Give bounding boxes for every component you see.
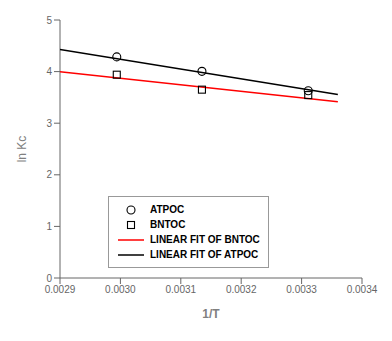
- svg-text:0.0029: 0.0029: [45, 284, 76, 295]
- svg-text:1/T: 1/T: [202, 307, 220, 321]
- svg-text:0.0033: 0.0033: [286, 284, 317, 295]
- svg-text:0.0030: 0.0030: [105, 284, 136, 295]
- svg-text:1: 1: [46, 221, 52, 232]
- html-text:LINEAR FIT OF BNTOC: LINEAR FIT OF BNTOC: [150, 234, 260, 245]
- svg-text:3: 3: [46, 118, 52, 129]
- html-text:LINEAR FIT OF ATPOC: LINEAR FIT OF ATPOC: [150, 249, 259, 260]
- svg-text:0.0034: 0.0034: [347, 284, 378, 295]
- html-text:ATPOC: ATPOC: [150, 204, 185, 215]
- svg-text:2: 2: [46, 169, 52, 180]
- svg-text:0.0032: 0.0032: [226, 284, 257, 295]
- svg-text:0.0031: 0.0031: [166, 284, 197, 295]
- svg-text:5: 5: [46, 15, 52, 26]
- svg-text:ln Kc: ln Kc: [15, 136, 29, 163]
- svg-text:0: 0: [46, 273, 52, 284]
- svg-text:4: 4: [46, 66, 52, 77]
- html-text:BNTOC: BNTOC: [150, 219, 186, 230]
